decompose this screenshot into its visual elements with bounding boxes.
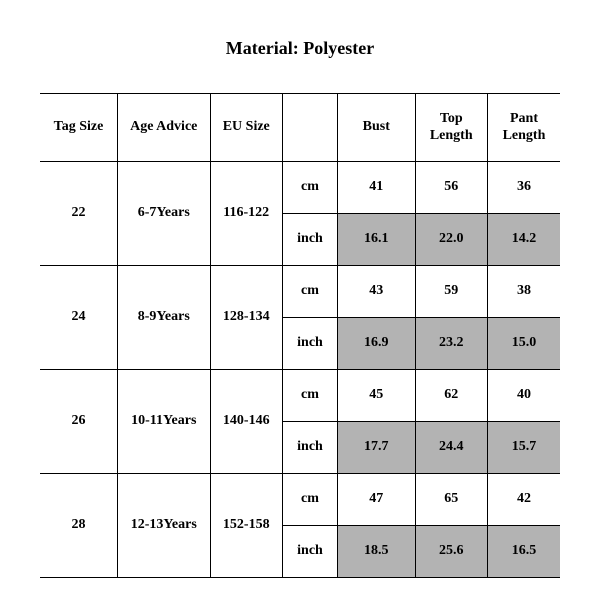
cell-bust: 41 — [338, 162, 416, 214]
cell-eu: 128-134 — [210, 266, 283, 370]
cell-bust: 17.7 — [338, 422, 416, 474]
cell-eu: 140-146 — [210, 370, 283, 474]
cell-unit: cm — [283, 474, 338, 526]
size-table: Tag Size Age Advice EU Size Bust Top Len… — [40, 93, 560, 578]
cell-age: 6-7Years — [118, 162, 211, 266]
cell-unit: inch — [283, 422, 338, 474]
col-top-length: Top Length — [415, 94, 488, 162]
cell-bust: 16.1 — [338, 214, 416, 266]
col-age-advice: Age Advice — [118, 94, 211, 162]
cell-unit: inch — [283, 318, 338, 370]
col-pant-length: Pant Length — [488, 94, 561, 162]
cell-eu: 152-158 — [210, 474, 283, 578]
cell-top: 56 — [415, 162, 488, 214]
col-eu-size: EU Size — [210, 94, 283, 162]
cell-bust: 45 — [338, 370, 416, 422]
cell-top: 25.6 — [415, 526, 488, 578]
table-header-row: Tag Size Age Advice EU Size Bust Top Len… — [40, 94, 560, 162]
cell-bust: 18.5 — [338, 526, 416, 578]
cell-bust: 47 — [338, 474, 416, 526]
cell-top: 59 — [415, 266, 488, 318]
cell-age: 8-9Years — [118, 266, 211, 370]
table-row: 28 12-13Years 152-158 cm 47 65 42 — [40, 474, 560, 526]
cell-pant: 15.7 — [488, 422, 561, 474]
cell-top: 62 — [415, 370, 488, 422]
cell-tag: 22 — [40, 162, 118, 266]
cell-unit: inch — [283, 526, 338, 578]
table-row: 24 8-9Years 128-134 cm 43 59 38 — [40, 266, 560, 318]
cell-age: 12-13Years — [118, 474, 211, 578]
cell-bust: 43 — [338, 266, 416, 318]
col-tag-size: Tag Size — [40, 94, 118, 162]
cell-pant: 36 — [488, 162, 561, 214]
cell-pant: 16.5 — [488, 526, 561, 578]
cell-tag: 28 — [40, 474, 118, 578]
col-bust: Bust — [338, 94, 416, 162]
cell-pant: 40 — [488, 370, 561, 422]
table-row: 26 10-11Years 140-146 cm 45 62 40 — [40, 370, 560, 422]
cell-unit: inch — [283, 214, 338, 266]
cell-pant: 38 — [488, 266, 561, 318]
cell-top: 24.4 — [415, 422, 488, 474]
cell-top: 22.0 — [415, 214, 488, 266]
table-row: 22 6-7Years 116-122 cm 41 56 36 — [40, 162, 560, 214]
cell-pant: 14.2 — [488, 214, 561, 266]
cell-unit: cm — [283, 162, 338, 214]
col-unit — [283, 94, 338, 162]
cell-top: 65 — [415, 474, 488, 526]
cell-tag: 26 — [40, 370, 118, 474]
cell-pant: 15.0 — [488, 318, 561, 370]
cell-unit: cm — [283, 370, 338, 422]
cell-bust: 16.9 — [338, 318, 416, 370]
cell-unit: cm — [283, 266, 338, 318]
cell-eu: 116-122 — [210, 162, 283, 266]
page-title: Material: Polyester — [40, 38, 560, 59]
cell-age: 10-11Years — [118, 370, 211, 474]
cell-pant: 42 — [488, 474, 561, 526]
cell-top: 23.2 — [415, 318, 488, 370]
cell-tag: 24 — [40, 266, 118, 370]
